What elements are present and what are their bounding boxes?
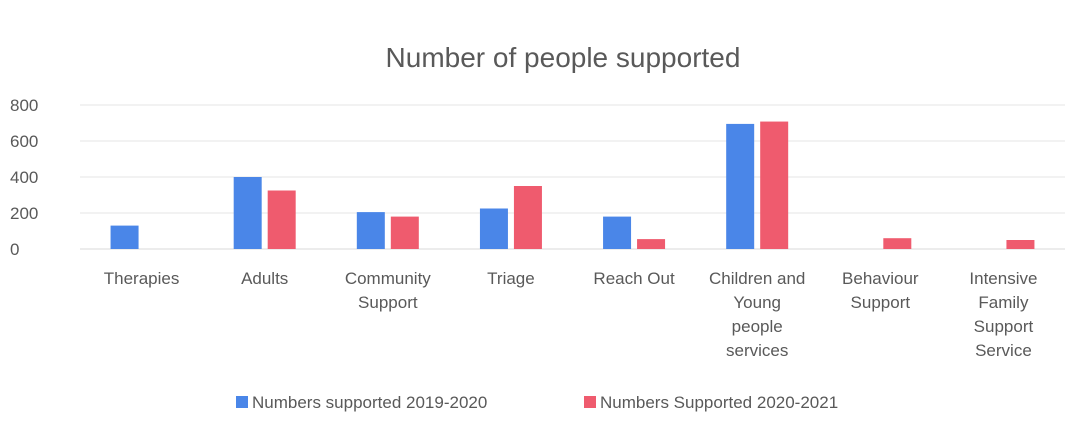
legend-label-1: Numbers supported 2019-2020 [252,393,487,412]
x-category-label: Adults [241,269,288,288]
chart-title: Number of people supported [386,42,741,73]
bar-series-1-2 [356,212,385,249]
bar-series-2-1 [267,190,296,249]
bar-series-1-1 [233,177,262,249]
bar-series-2-5 [760,121,789,249]
bar-series-2-6 [883,238,912,249]
bar-series-2-2 [390,216,419,249]
bar-series-2-7 [1006,240,1035,249]
legend-swatch-1 [236,396,248,408]
x-category-label: Therapies [104,269,180,288]
legend-label-2: Numbers Supported 2020-2021 [600,393,838,412]
bar-series-2-3 [513,186,542,249]
x-category-label: Intensive Family Support Service [969,269,1037,360]
bar-series-2-4 [637,239,666,249]
y-tick-label: 400 [10,168,38,187]
x-axis-category-labels: Therapies Adults Community Support Triage Rea… [104,269,1038,360]
bar-series-1-5 [726,123,755,249]
x-category-label: Community Support [345,269,431,312]
x-category-label: Behaviour Support [842,269,919,312]
y-tick-label: 800 [10,96,38,115]
bars [110,121,1035,249]
x-category-label: Triage [487,269,535,288]
legend: Numbers supported 2019-2020 Numbers Suppo… [236,393,838,412]
y-tick-label: 0 [10,240,19,259]
y-tick-label: 200 [10,204,38,223]
bar-series-1-3 [479,208,508,249]
y-tick-label: 600 [10,132,38,151]
bar-series-1-0 [110,225,139,249]
legend-swatch-2 [584,396,596,408]
bar-series-1-4 [603,216,632,249]
y-axis-ticks: 0 200 400 600 800 [10,96,38,259]
gridlines [80,104,1065,250]
x-category-label: Reach Out [593,269,675,288]
x-category-label: Children and Young people services [709,269,805,360]
